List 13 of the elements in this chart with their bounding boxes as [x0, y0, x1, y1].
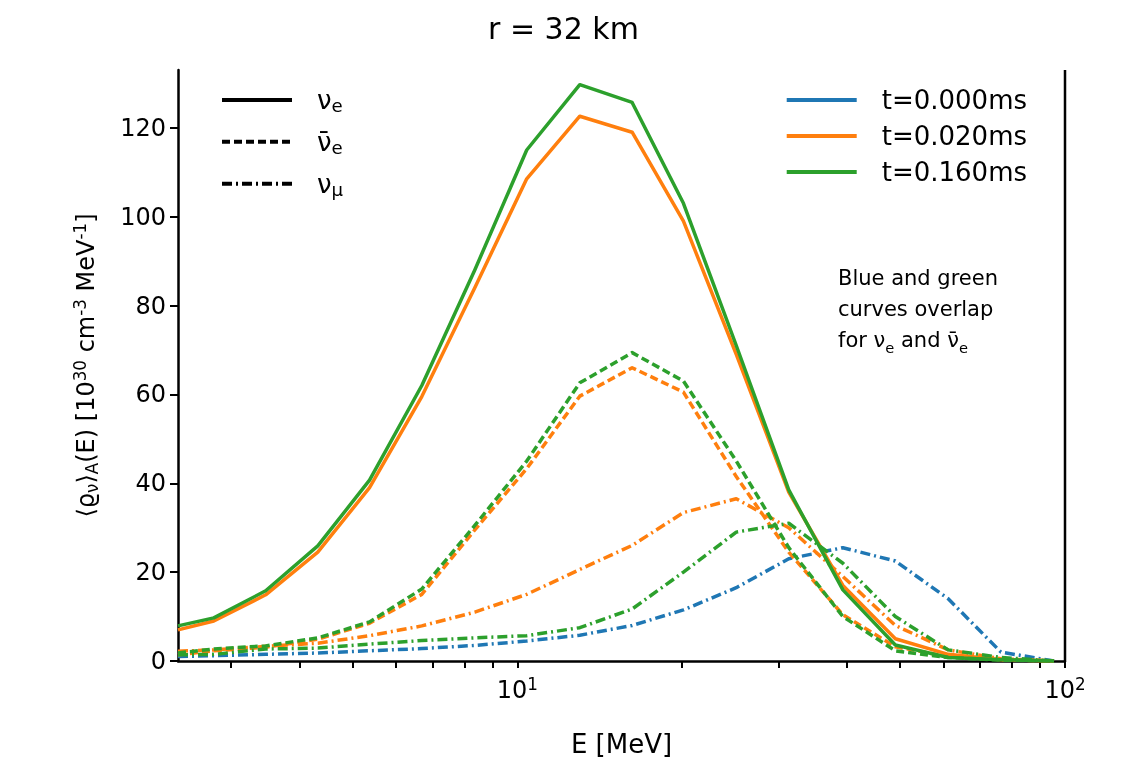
legend-label: t=0.000ms	[881, 85, 1028, 115]
y-tick-label: 120	[120, 113, 166, 142]
y-tick-label: 40	[135, 469, 166, 498]
chart-title: r = 32 km	[488, 10, 639, 46]
y-tick-label: 60	[135, 380, 166, 409]
y-tick-label: 20	[135, 558, 166, 587]
text: ⟨ϱν⟩A(E) [1030 cm-3 MeV-1]	[69, 213, 102, 518]
y-tick-label: 100	[120, 202, 166, 231]
legend-label: t=0.020ms	[881, 121, 1028, 151]
y-tick-label: 80	[135, 291, 166, 320]
y-tick-label: 0	[150, 647, 166, 675]
x-axis-title: E [MeV]	[570, 729, 673, 759]
legend-label: t=0.160ms	[881, 157, 1028, 187]
